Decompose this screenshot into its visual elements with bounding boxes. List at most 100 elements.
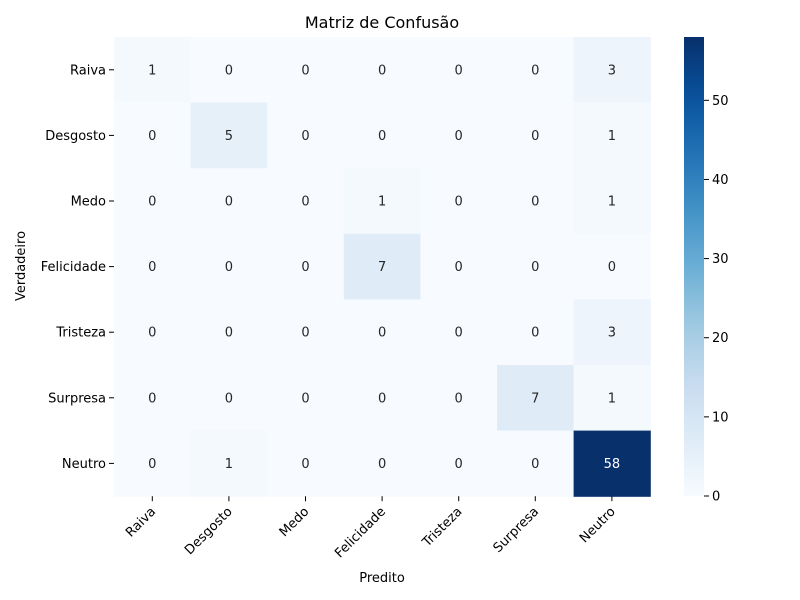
x-tick-label: Felicidade [332,504,389,561]
heatmap-cell [497,365,575,432]
x-tick-label: Medo [277,504,313,540]
heatmap-cells: 1 0 0 0 0 0 3 0 5 0 0 0 0 1 0 0 0 1 0 0 1 0 0 0 7 0 0 0 0 0 0 0 0 0 3 0 0 0 0 0… [114,37,651,497]
heatmap-cell [497,168,575,235]
y-tick-label: Raiva [70,63,106,78]
heatmap-cell [114,168,192,235]
heatmap-cell [343,365,421,432]
cell-value-label: 0 [608,260,616,275]
cell-value-label: 0 [531,63,539,78]
heatmap-cell [267,299,345,366]
cell-value-label: 0 [225,391,233,406]
heatmap-cell [343,37,421,104]
heatmap-cell [420,430,498,497]
cell-value-label: 0 [378,129,386,144]
heatmap-cell [190,37,268,104]
heatmap-cell [343,299,421,366]
cell-value-label: 0 [378,63,386,78]
cell-value-label: 0 [531,457,539,472]
heatmap-cell [343,102,421,169]
cell-value-label: 0 [301,195,309,210]
heatmap-cell [114,299,192,366]
heatmap-cell [573,430,651,497]
cell-value-label: 0 [225,260,233,275]
cell-value-label: 0 [455,63,463,78]
cell-value-label: 0 [455,326,463,341]
cell-value-label: 0 [455,129,463,144]
heatmap-cell [343,168,421,235]
y-tick-label: Medo [71,195,106,210]
cell-value-label: 1 [378,195,386,210]
heatmap-cell [190,168,268,235]
cell-value-label: 3 [608,326,616,341]
heatmap-cell [497,299,575,366]
cell-value-label: 0 [301,129,309,144]
heatmap-cell [267,168,345,235]
colorbar-tick-label: 10 [712,410,729,425]
cell-value-label: 5 [225,129,233,144]
cell-value-label: 0 [455,457,463,472]
cell-value-label: 0 [531,195,539,210]
colorbar-tick-label: 30 [712,252,729,267]
heatmap-cell [420,233,498,300]
heatmap-cell [420,102,498,169]
x-tick-label: Neutro [577,504,619,546]
colorbar: 0 10 20 30 40 50 [684,37,729,505]
heatmap-cell [190,299,268,366]
x-tick-labels: Raiva Desgosto Medo Felicidade Tristeza Surpr… [123,496,619,561]
cell-value-label: 1 [608,129,616,144]
cell-value-label: 0 [301,457,309,472]
x-tick-label: Tristeza [419,504,465,550]
heatmap-cell [420,37,498,104]
colorbar-tick-label: 50 [712,94,729,109]
cell-value-label: 0 [225,326,233,341]
heatmap-cell [573,102,651,169]
y-tick-labels: Raiva Desgosto Medo Felicidade Tristeza Surpr… [41,63,114,472]
heatmap-cell [114,233,192,300]
heatmap-cell [420,168,498,235]
cell-value-label: 0 [225,195,233,210]
heatmap-cell [114,430,192,497]
heatmap-cell [573,299,651,366]
heatmap-cell [497,102,575,169]
cell-value-label: 0 [148,457,156,472]
cell-value-label: 0 [378,457,386,472]
x-tick-label: Raiva [123,504,159,540]
heatmap-cell [343,430,421,497]
y-tick-label: Tristeza [55,326,106,341]
cell-value-label: 0 [301,326,309,341]
cell-value-label: 0 [531,326,539,341]
heatmap-cell [573,168,651,235]
cell-value-label: 0 [301,63,309,78]
cell-value-label: 0 [148,391,156,406]
colorbar-tick-label: 40 [712,173,729,188]
colorbar-gradient [684,37,704,496]
cell-value-label: 0 [378,326,386,341]
heatmap-cell [343,233,421,300]
cell-value-label: 0 [301,391,309,406]
heatmap-cell [267,365,345,432]
cell-value-label: 7 [378,260,386,275]
colorbar-tick-label: 0 [712,490,720,505]
x-axis-label: Predito [359,571,405,586]
y-tick-label: Desgosto [45,129,106,144]
cell-value-label: 0 [148,326,156,341]
cell-value-label: 7 [531,391,539,406]
colorbar-tick-label: 20 [712,331,729,346]
heatmap-cell [497,37,575,104]
cell-value-label: 0 [225,63,233,78]
y-tick-label: Felicidade [41,260,106,275]
cell-value-label: 1 [225,457,233,472]
heatmap-cell [267,233,345,300]
heatmap-cell [497,430,575,497]
heatmap-cell [420,365,498,432]
cell-value-label: 0 [148,260,156,275]
cell-value-label: 1 [608,391,616,406]
heatmap-cell [190,430,268,497]
heatmap-cell [573,37,651,104]
heatmap-cell [190,365,268,432]
cell-value-label: 1 [608,195,616,210]
heatmap-cell [267,430,345,497]
heatmap-cell [190,102,268,169]
cell-value-label: 0 [455,260,463,275]
